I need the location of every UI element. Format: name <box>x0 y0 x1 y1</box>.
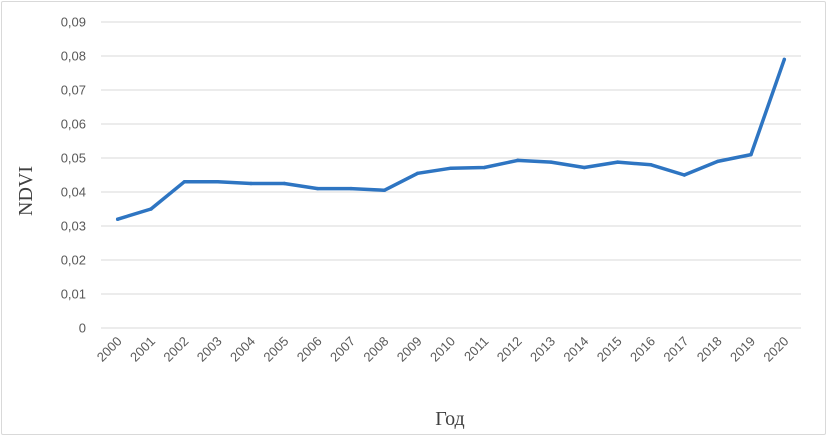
data-point <box>249 181 253 186</box>
x-tick-label: 2007 <box>327 334 358 365</box>
x-tick-label: 2018 <box>694 334 725 365</box>
y-axis-title: NDVI <box>15 166 37 216</box>
data-point <box>415 171 420 175</box>
y-tick-labels: 0 0,01 0,02 0,03 0,04 0,05 0,06 0,07 0,08 0,09 <box>61 15 86 336</box>
series-line <box>115 57 787 221</box>
data-point <box>349 186 353 191</box>
x-tick-label: 2015 <box>594 334 625 365</box>
y-tick-label: 0,04 <box>61 185 86 200</box>
y-tick-label: 0,07 <box>61 83 86 98</box>
y-tick-label: 0,08 <box>61 49 86 64</box>
data-point <box>182 180 187 184</box>
data-point <box>215 180 220 184</box>
x-tick-label: 2017 <box>660 334 691 365</box>
y-tick-label: 0,09 <box>61 15 86 30</box>
gridlines <box>101 21 801 329</box>
x-tick-label: 2009 <box>394 334 425 365</box>
data-point <box>649 163 653 167</box>
y-tick-label: 0,01 <box>61 287 86 302</box>
x-tick-label: 2010 <box>427 334 458 365</box>
data-point <box>682 173 687 177</box>
x-tick-label: 2002 <box>160 334 191 365</box>
x-tick-label: 2012 <box>494 334 525 365</box>
y-tick-label: 0,03 <box>61 219 86 234</box>
x-axis-title: Год <box>435 408 464 430</box>
x-tick-label: 2020 <box>760 334 791 365</box>
data-point <box>282 181 287 186</box>
x-tick-label: 2011 <box>461 334 491 364</box>
data-point <box>449 166 453 170</box>
data-point <box>615 160 620 164</box>
data-point <box>749 152 753 157</box>
x-tick-label: 2005 <box>260 334 291 365</box>
data-point <box>382 188 387 192</box>
x-tick-label: 2006 <box>294 334 325 365</box>
data-point <box>549 160 553 164</box>
y-tick-label: 0,05 <box>61 151 86 166</box>
data-point <box>715 159 720 164</box>
data-point <box>315 186 320 191</box>
y-tick-label: 0 <box>79 321 86 336</box>
series-lines <box>115 57 787 221</box>
x-tick-label: 2000 <box>94 334 125 365</box>
data-point <box>782 57 787 62</box>
x-tick-label: 2014 <box>560 334 591 365</box>
x-tick-label: 2019 <box>727 334 758 365</box>
x-tick-label: 2003 <box>194 334 225 365</box>
data-point <box>582 165 587 170</box>
data-point <box>149 207 153 211</box>
x-tick-labels: 2000 2001 2002 2003 2004 2005 2006 2007 2008 2009… <box>94 334 792 365</box>
x-tick-label: 2004 <box>227 334 258 365</box>
x-tick-label: 2013 <box>527 334 558 365</box>
x-tick-label: 2001 <box>127 334 158 365</box>
x-tick-label: 2008 <box>360 334 391 365</box>
data-point <box>482 165 487 170</box>
data-point <box>515 158 520 163</box>
y-tick-label: 0,02 <box>61 253 86 268</box>
x-tick-label: 2016 <box>627 334 658 365</box>
data-point <box>115 217 120 221</box>
y-tick-label: 0,06 <box>61 117 86 132</box>
